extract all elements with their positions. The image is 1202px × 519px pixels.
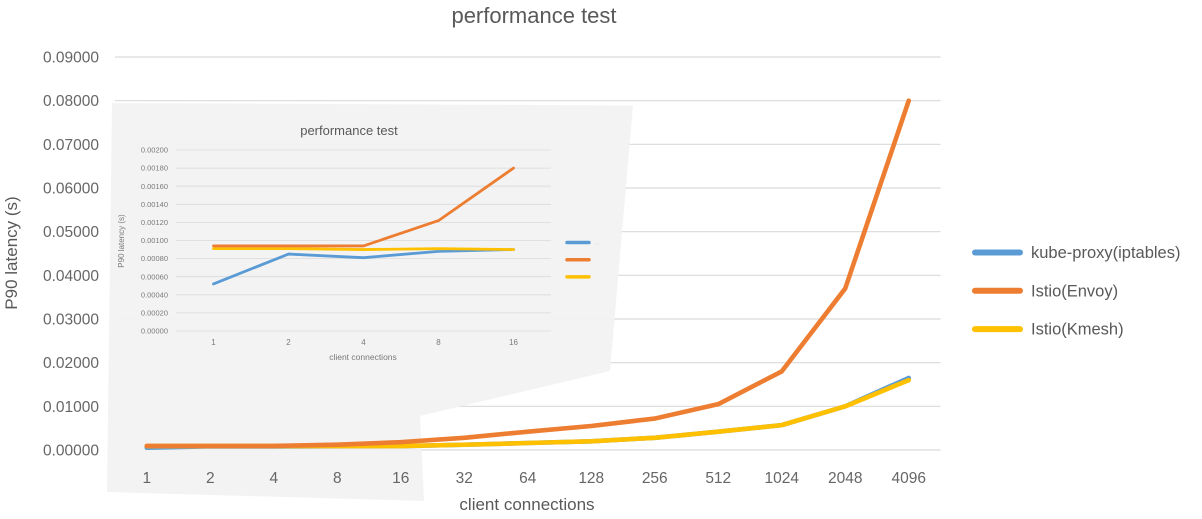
main-x-tick-label: 1024 — [765, 470, 800, 487]
main-y-tick-label: 0.00000 — [43, 443, 99, 460]
inset-x-tick-label: 16 — [509, 338, 518, 347]
main-x-tick-label: 1 — [142, 470, 151, 487]
inset-series-line-kube-proxy-iptables- — [212, 248, 515, 286]
inset-y-tick-label: 0.00100 — [141, 236, 168, 245]
main-y-tick-label: 0.02000 — [43, 355, 99, 372]
main-y-tick-label: 0.05000 — [43, 224, 99, 241]
inset-series-line-istio-envoy- — [212, 166, 515, 248]
inset-y-tick-label: 0.00020 — [141, 309, 168, 318]
inset-legend-truncated-text: ·· — [595, 241, 600, 248]
inset-overlay-panel — [107, 103, 633, 501]
legend-label: kube-proxy(iptables) — [1031, 244, 1180, 262]
main-y-tick-label: 0.08000 — [43, 93, 99, 110]
series-line-istio-envoy- — [144, 98, 912, 449]
inset-y-axis-title: P90 latency (s) — [117, 214, 126, 268]
main-x-tick-label: 32 — [456, 470, 473, 487]
inset-y-tick-labels: 0.00000 0.00020 0.00040 0.00060 0.00080 0.001… — [141, 146, 168, 336]
legend: kube-proxy(iptables) Istio(Envoy) Istio(Km… — [972, 244, 1180, 339]
main-x-tick-label: 64 — [519, 470, 537, 487]
inset-series-lines — [212, 166, 515, 286]
inset-x-tick-label: 8 — [436, 338, 441, 347]
main-x-tick-label: 4096 — [892, 470, 926, 487]
legend-label: Istio(Kmesh) — [1031, 321, 1124, 339]
inset-x-tick-label: 4 — [361, 338, 366, 347]
main-x-tick-label: 512 — [705, 470, 731, 487]
main-y-tick-label: 0.07000 — [43, 137, 99, 154]
inset-x-tick-labels: 1 2 4 8 16 — [211, 338, 518, 347]
inset-chart: 0.00000 0.00020 0.00040 0.00060 0.00080 0.001… — [117, 123, 600, 362]
main-x-tick-label: 4 — [269, 470, 278, 487]
inset-y-tick-label: 0.00060 — [141, 272, 168, 281]
inset-legend: ·· — [565, 240, 600, 279]
main-x-tick-label: 256 — [642, 470, 668, 487]
main-x-tick-label: 2048 — [828, 470, 862, 487]
main-series-lines — [144, 98, 912, 451]
main-x-tick-label: 16 — [392, 470, 409, 487]
inset-y-tick-label: 0.00160 — [141, 182, 168, 191]
main-x-tick-label: 2 — [206, 470, 215, 487]
main-y-tick-label: 0.03000 — [43, 312, 99, 329]
main-x-tick-labels: 1 2 4 8 16 32 64 128 256 512 1024 2048 4096 — [142, 470, 926, 487]
x-axis-title: client connections — [459, 495, 594, 514]
inset-y-tick-label: 0.00180 — [141, 164, 168, 173]
inset-x-tick-label: 1 — [211, 338, 216, 347]
y-axis-title: P90 latency (s) — [2, 196, 21, 309]
inset-x-tick-label: 2 — [286, 338, 291, 347]
main-y-tick-label: 0.06000 — [43, 181, 99, 198]
inset-y-tick-label: 0.00120 — [141, 218, 168, 227]
main-x-tick-label: 128 — [578, 470, 604, 487]
chart-title: performance test — [451, 3, 616, 28]
inset-y-tick-label: 0.00080 — [141, 254, 168, 263]
main-y-tick-label: 0.09000 — [43, 50, 99, 67]
inset-series-line-istio-kmesh- — [212, 247, 515, 251]
inset-y-tick-label: 0.00040 — [141, 290, 168, 299]
main-y-tick-label: 0.04000 — [43, 268, 99, 285]
inset-chart-title: performance test — [300, 123, 398, 138]
inset-x-axis-title: client connections — [329, 352, 397, 362]
inset-y-tick-label: 0.00200 — [141, 146, 168, 155]
inset-y-tick-label: 0.00000 — [141, 327, 168, 336]
main-y-tick-label: 0.01000 — [43, 399, 99, 416]
inset-y-tick-label: 0.00140 — [141, 200, 168, 209]
legend-label: Istio(Envoy) — [1031, 282, 1118, 300]
main-x-tick-label: 8 — [333, 470, 342, 487]
main-y-tick-labels: 0.00000 0.01000 0.02000 0.03000 0.04000 0.050… — [43, 50, 99, 460]
